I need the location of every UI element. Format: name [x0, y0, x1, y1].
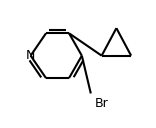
Text: N: N [26, 49, 35, 62]
Text: Br: Br [95, 97, 109, 110]
